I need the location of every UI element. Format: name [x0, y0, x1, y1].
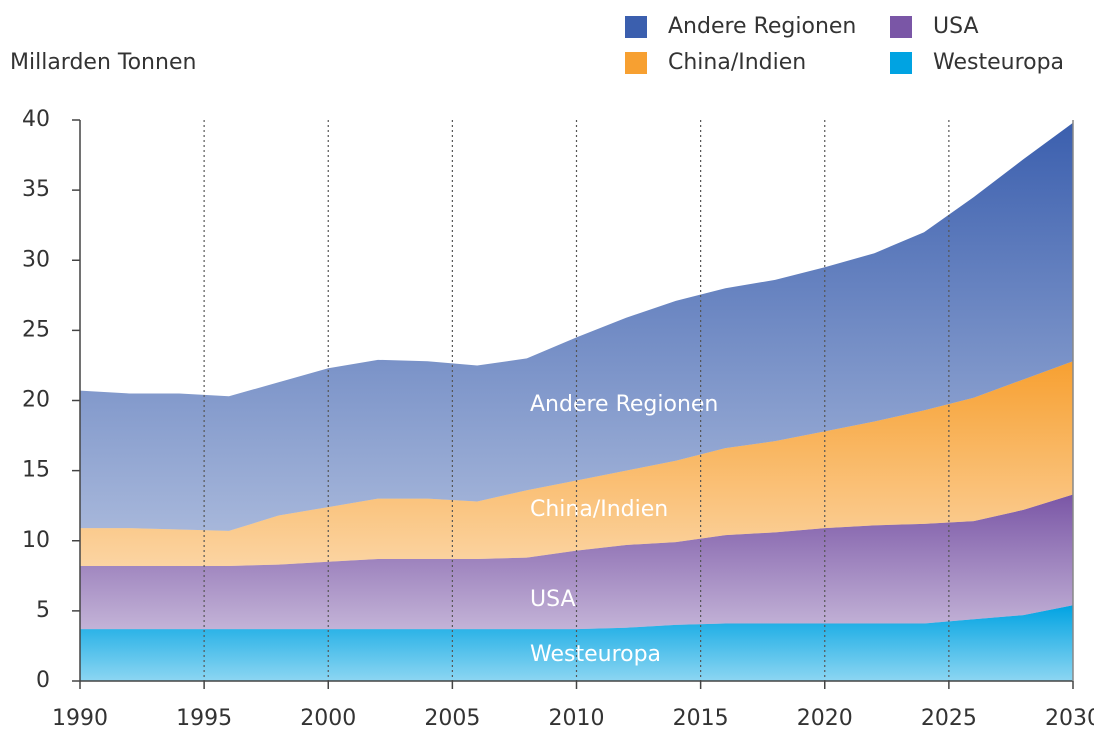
y-tick-label: 10: [22, 528, 50, 553]
legend-label: USA: [933, 14, 979, 39]
y-tick-label: 25: [22, 317, 50, 342]
x-tick-label: 1995: [176, 706, 232, 731]
x-tick-label: 2010: [549, 706, 605, 731]
y-tick-label: 30: [22, 247, 50, 272]
y-tick-label: 20: [22, 388, 50, 413]
area-label: Andere Regionen: [530, 392, 718, 417]
area: [80, 361, 1073, 566]
x-tick-label: 1990: [52, 706, 108, 731]
area: [80, 122, 1073, 531]
x-tick-label: 2000: [300, 706, 356, 731]
y-axis-label: Millarden Tonnen: [10, 50, 196, 75]
area: [80, 605, 1073, 681]
y-tick-label: 35: [22, 177, 50, 202]
x-tick-label: 2005: [424, 706, 480, 731]
legend-label: Andere Regionen: [668, 14, 856, 39]
legend-swatch: [625, 16, 647, 38]
legend-swatch: [625, 52, 647, 74]
legend-label: China/Indien: [668, 50, 806, 75]
y-tick-label: 0: [36, 668, 50, 693]
legend-swatch: [890, 16, 912, 38]
y-tick-label: 40: [22, 107, 50, 132]
x-tick-label: 2015: [673, 706, 729, 731]
legend-label: Westeuropa: [933, 50, 1064, 75]
area-label: China/Indien: [530, 497, 668, 522]
x-tick-label: 2020: [797, 706, 853, 731]
y-tick-label: 5: [36, 598, 50, 623]
y-tick-label: 15: [22, 458, 50, 483]
legend-swatch: [890, 52, 912, 74]
area-label: Westeuropa: [530, 642, 661, 667]
area-label: USA: [530, 587, 576, 612]
x-tick-label: 2025: [921, 706, 977, 731]
